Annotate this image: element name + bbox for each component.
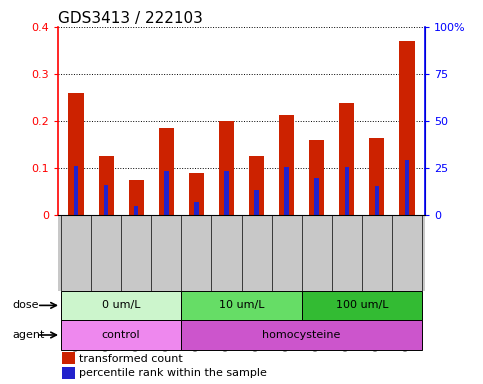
Bar: [399, 41, 414, 215]
Bar: [344, 167, 349, 215]
Bar: [62, 352, 75, 364]
Bar: [62, 367, 75, 379]
Bar: [224, 171, 229, 215]
Bar: [375, 185, 379, 215]
Text: 0 um/L: 0 um/L: [102, 300, 141, 310]
Bar: [61, 320, 181, 350]
Bar: [369, 139, 384, 215]
Text: agent: agent: [13, 330, 45, 340]
Bar: [249, 156, 264, 215]
Text: 10 um/L: 10 um/L: [219, 300, 264, 310]
Bar: [181, 320, 422, 350]
Bar: [194, 202, 199, 215]
Bar: [134, 206, 139, 215]
Bar: [104, 185, 108, 215]
Bar: [164, 170, 169, 215]
Bar: [61, 291, 181, 320]
Text: homocysteine: homocysteine: [262, 330, 341, 340]
Text: transformed count: transformed count: [79, 354, 182, 364]
Text: percentile rank within the sample: percentile rank within the sample: [79, 368, 267, 378]
Bar: [128, 180, 144, 215]
Bar: [339, 103, 355, 215]
Bar: [99, 156, 114, 215]
Bar: [405, 160, 409, 215]
Bar: [302, 291, 422, 320]
Text: control: control: [102, 330, 141, 340]
Bar: [69, 93, 84, 215]
Bar: [314, 177, 319, 215]
Bar: [159, 128, 174, 215]
Text: 100 um/L: 100 um/L: [336, 300, 388, 310]
Text: GDS3413 / 222103: GDS3413 / 222103: [58, 11, 203, 26]
Bar: [309, 140, 324, 215]
Bar: [181, 291, 302, 320]
Bar: [254, 190, 259, 215]
Text: dose: dose: [13, 300, 39, 310]
Bar: [219, 121, 234, 215]
Bar: [74, 166, 78, 215]
Bar: [189, 173, 204, 215]
Bar: [279, 116, 294, 215]
Bar: [284, 167, 289, 215]
